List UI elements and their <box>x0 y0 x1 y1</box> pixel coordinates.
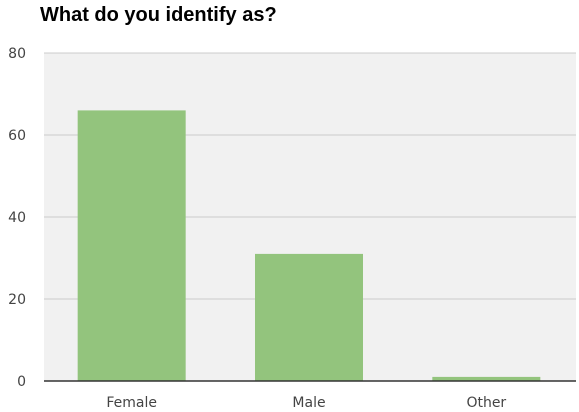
bar-male <box>255 253 363 381</box>
bar-female <box>77 110 186 382</box>
x-tick-labels: Female Male Other <box>106 395 506 411</box>
x-tick-label: Other <box>466 395 506 411</box>
y-tick-label: 40 <box>8 210 26 226</box>
bar-other <box>432 376 541 381</box>
x-tick-label: Male <box>292 395 325 411</box>
bars <box>77 110 541 382</box>
y-tick-label: 80 <box>8 46 26 62</box>
y-tick-label: 0 <box>17 374 26 390</box>
chart-title: What do you identify as? <box>40 4 277 26</box>
y-tick-labels: 0 20 40 60 80 <box>8 46 26 390</box>
y-tick-label: 60 <box>8 128 26 144</box>
x-tick-label: Female <box>106 395 157 411</box>
y-tick-label: 20 <box>8 292 26 308</box>
